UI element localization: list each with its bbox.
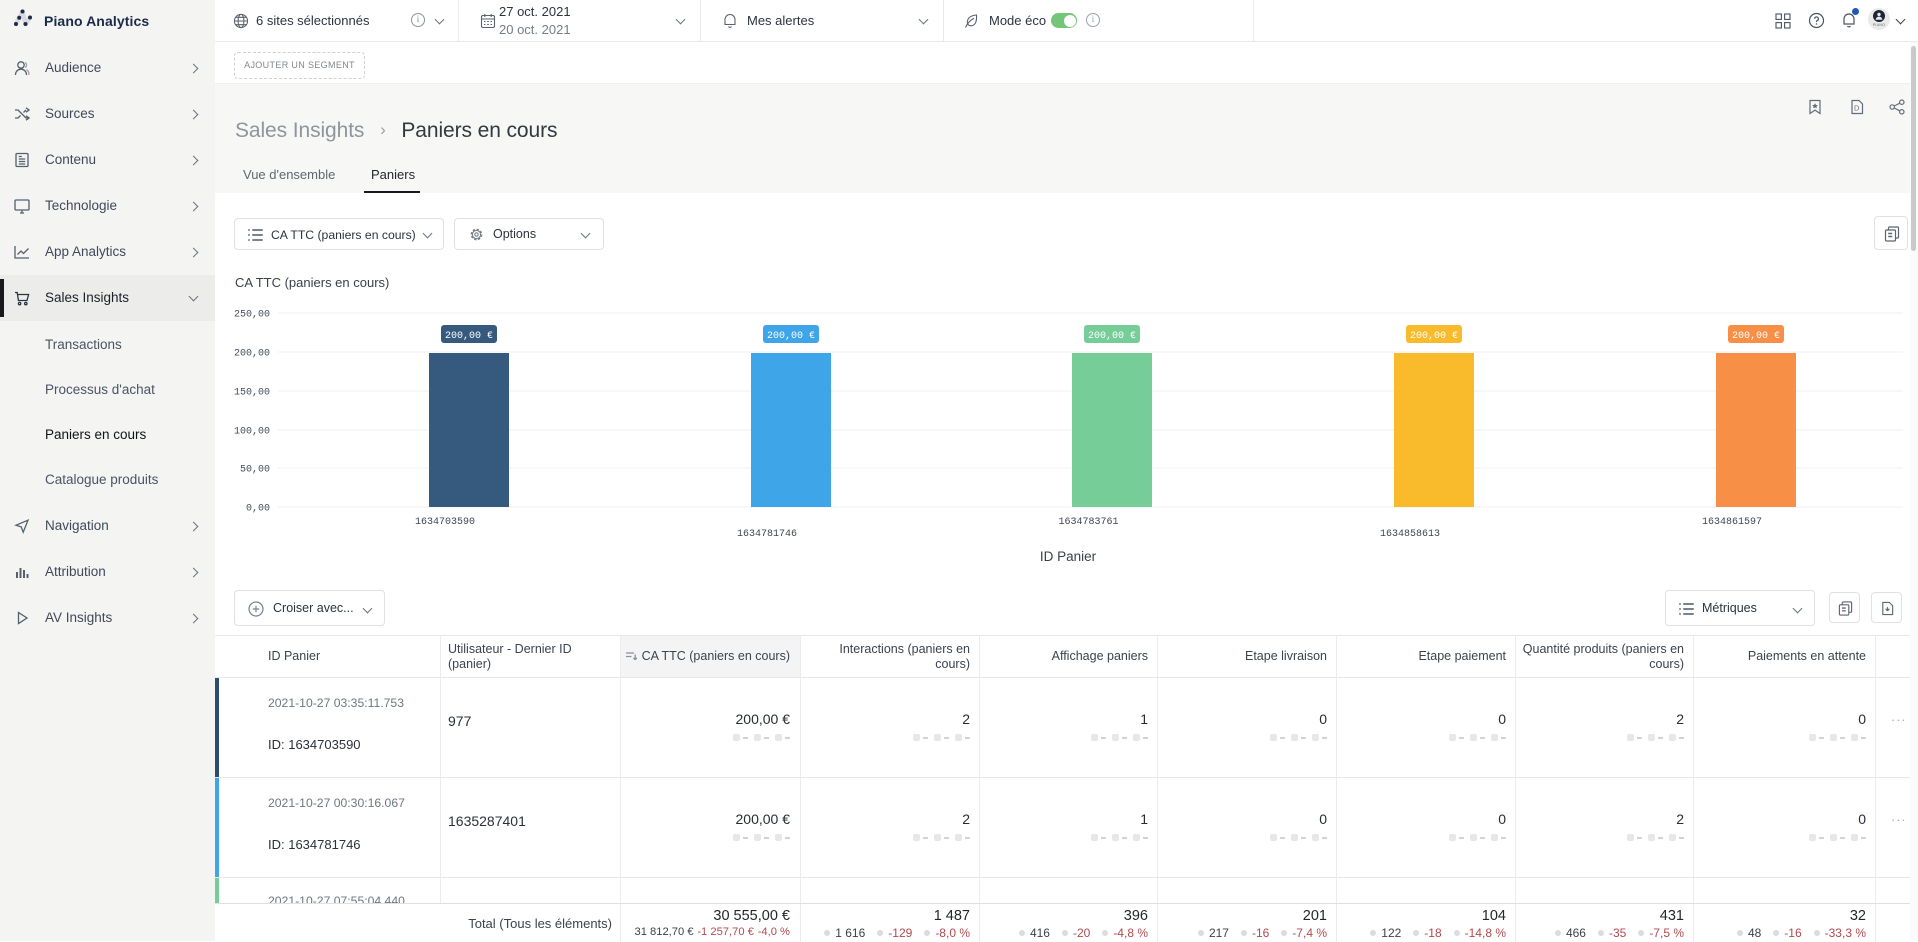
svg-text:0,00: 0,00 <box>246 504 270 515</box>
svg-text:200,00 €: 200,00 € <box>1732 331 1780 342</box>
svg-text:200,00: 200,00 <box>234 349 270 360</box>
svg-text:1634783761: 1634783761 <box>1058 517 1118 528</box>
svg-text:200,00 €: 200,00 € <box>445 331 493 342</box>
svg-text:200,00 €: 200,00 € <box>1410 331 1458 342</box>
svg-text:1634781746: 1634781746 <box>737 529 797 540</box>
svg-text:200,00 €: 200,00 € <box>1088 331 1136 342</box>
svg-text:250,00: 250,00 <box>234 310 270 321</box>
svg-text:150,00: 150,00 <box>234 388 270 399</box>
svg-text:1634703590: 1634703590 <box>415 517 475 528</box>
svg-text:200,00 €: 200,00 € <box>767 331 815 342</box>
svg-text:100,00: 100,00 <box>234 427 270 438</box>
svg-text:50,00: 50,00 <box>240 465 270 476</box>
svg-text:ID Panier: ID Panier <box>1040 549 1097 564</box>
svg-text:1634861597: 1634861597 <box>1702 517 1762 528</box>
svg-text:D: D <box>1854 104 1860 113</box>
svg-text:1634858613: 1634858613 <box>1380 529 1440 540</box>
